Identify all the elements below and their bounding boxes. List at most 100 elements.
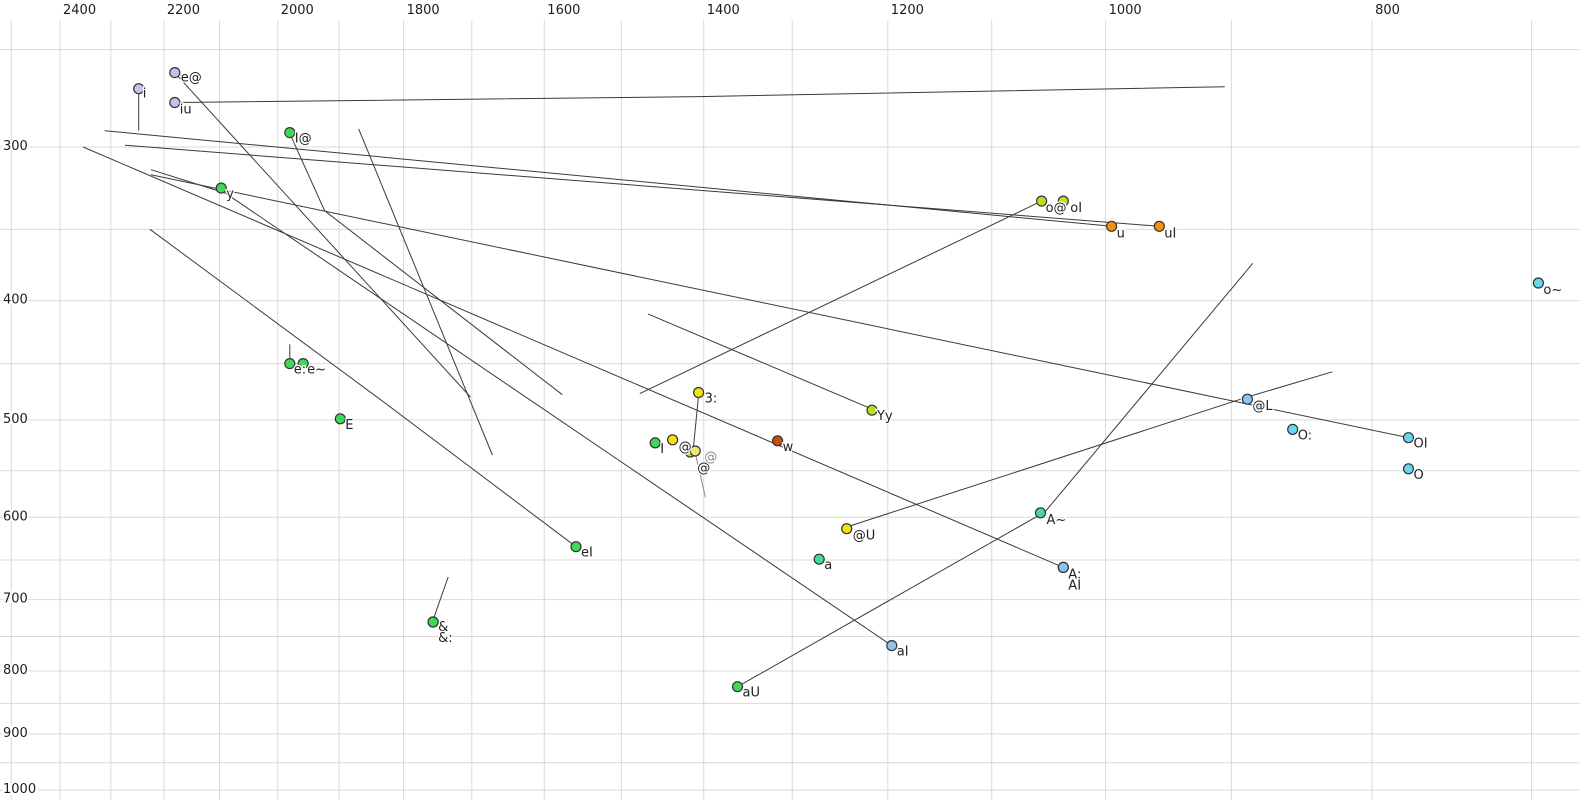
point-a — [813, 553, 825, 565]
label-at-2: @ — [697, 461, 710, 476]
label-amp: & — [438, 620, 448, 635]
label-o-nasal: o~ — [1543, 283, 1562, 298]
x-tick-1200: 1200 — [891, 3, 924, 18]
point-E — [334, 413, 346, 425]
trajectory-Yy-traj — [647, 313, 873, 410]
label-I: I — [660, 442, 664, 457]
trajectory-at-3-traj — [694, 452, 706, 498]
trajectory-amp-traj — [432, 576, 449, 620]
trajectory-e-at-traj — [176, 74, 471, 398]
label-3-long: 3: — [705, 392, 718, 407]
point-Yy — [866, 404, 878, 416]
label-aU: aU — [743, 686, 760, 701]
gridlines — [0, 20, 1580, 800]
label-at-1: @ — [679, 440, 692, 455]
label-w: w — [783, 440, 794, 455]
point-3-long — [692, 386, 705, 399]
y-tick-400: 400 — [3, 293, 28, 308]
y-tick-1000: 1000 — [3, 782, 36, 797]
point-eI — [570, 541, 582, 553]
y-tick-600: 600 — [3, 509, 28, 524]
label-Yy: Yy — [876, 409, 893, 424]
point-w — [771, 435, 784, 447]
point-amp-long — [427, 616, 439, 628]
x-tick-1800: 1800 — [407, 3, 440, 18]
x-tick-2400: 2400 — [63, 3, 96, 18]
label-amp-long: &: — [438, 631, 453, 646]
point-O-long — [1287, 423, 1299, 435]
trajectory-lines — [82, 74, 1409, 688]
point-I-at — [284, 127, 296, 139]
label-o-at: o@ — [1046, 201, 1067, 216]
label-O-long: O: — [1298, 428, 1312, 443]
label-at-3: @ — [704, 450, 717, 465]
x-tick-2000: 2000 — [281, 3, 314, 18]
x-tick-2200: 2200 — [167, 3, 200, 18]
trajectory-3-long-traj — [693, 394, 700, 448]
point-aU — [731, 681, 744, 693]
trajectory-aU-traj — [737, 262, 1254, 688]
label-at-L: @L — [1252, 399, 1273, 414]
point-o-at — [1035, 195, 1048, 207]
label-e-nasal: e~ — [307, 363, 326, 378]
point-at-3 — [689, 445, 701, 457]
point-u — [1105, 220, 1118, 232]
point-e-long — [284, 358, 296, 370]
point-o-nasal — [1532, 277, 1545, 289]
label-E: E — [345, 418, 353, 433]
vowel-point-labels: ie@iuI@ye: e~E&&:eI3:I @@@wYy@UaA~A:AIaIaU… — [141, 69, 1563, 702]
point-aI — [886, 639, 898, 652]
trajectory-AI-traj — [82, 146, 1064, 568]
point-uI — [1153, 220, 1165, 232]
point-O — [1402, 463, 1415, 475]
point-e-at — [169, 66, 181, 79]
point-at-1 — [666, 434, 679, 446]
point-OI — [1402, 432, 1415, 444]
point-at-L — [1241, 393, 1254, 405]
trajectory-OI-traj — [150, 174, 1409, 439]
x-tick-1600: 1600 — [547, 3, 580, 18]
trajectory-iu-traj — [177, 86, 1225, 103]
label-e-long: e: — [294, 363, 306, 378]
label-y: y — [226, 187, 234, 202]
label-O: O — [1414, 468, 1424, 483]
trajectory-at-L-traj — [1247, 371, 1333, 398]
x-tick-1400: 1400 — [707, 3, 740, 18]
trajectory-at-U-traj — [846, 398, 1241, 528]
x-tick-1000: 1000 — [1109, 3, 1142, 18]
label-uI: uI — [1164, 226, 1176, 241]
label-i: i — [143, 87, 147, 102]
y-tick-700: 700 — [3, 592, 28, 607]
label-e-at: e@ — [181, 71, 202, 86]
label-at-U: @U — [853, 529, 876, 544]
point-I — [649, 437, 661, 449]
trajectory-steep-traj — [358, 128, 493, 456]
trajectory-aI-traj — [150, 169, 893, 647]
point-i — [133, 83, 145, 95]
trajectory-u-traj — [104, 130, 1112, 227]
label-OI: OI — [1414, 437, 1428, 452]
label-A-long: A: — [1068, 567, 1081, 582]
trajectory-uI-traj — [124, 144, 1160, 227]
label-A-nasal: A~ — [1047, 513, 1067, 528]
label-eI: eI — [581, 546, 593, 561]
point-iu — [169, 96, 181, 109]
x-tick-800: 800 — [1375, 3, 1400, 18]
y-tick-900: 900 — [3, 726, 28, 741]
y-tick-500: 500 — [3, 412, 28, 427]
label-a: a — [824, 558, 832, 573]
vowel-points — [133, 66, 1545, 693]
label-u: u — [1117, 226, 1125, 241]
label-AI: AI — [1068, 578, 1081, 593]
y-tick-800: 800 — [3, 663, 28, 678]
y-tick-300: 300 — [3, 139, 28, 154]
axis-tick-labels: 2400 2200 2000 1800 1600 1400 1200 1000 800 300 40… — [1, 1, 1402, 799]
trajectory-o-at-traj — [639, 200, 1042, 395]
label-oI: oI — [1070, 201, 1082, 216]
label-aI: aI — [897, 645, 909, 660]
point-AI — [1057, 561, 1069, 574]
trajectory-eI-traj — [149, 228, 577, 548]
label-I-at: I@ — [295, 132, 312, 147]
